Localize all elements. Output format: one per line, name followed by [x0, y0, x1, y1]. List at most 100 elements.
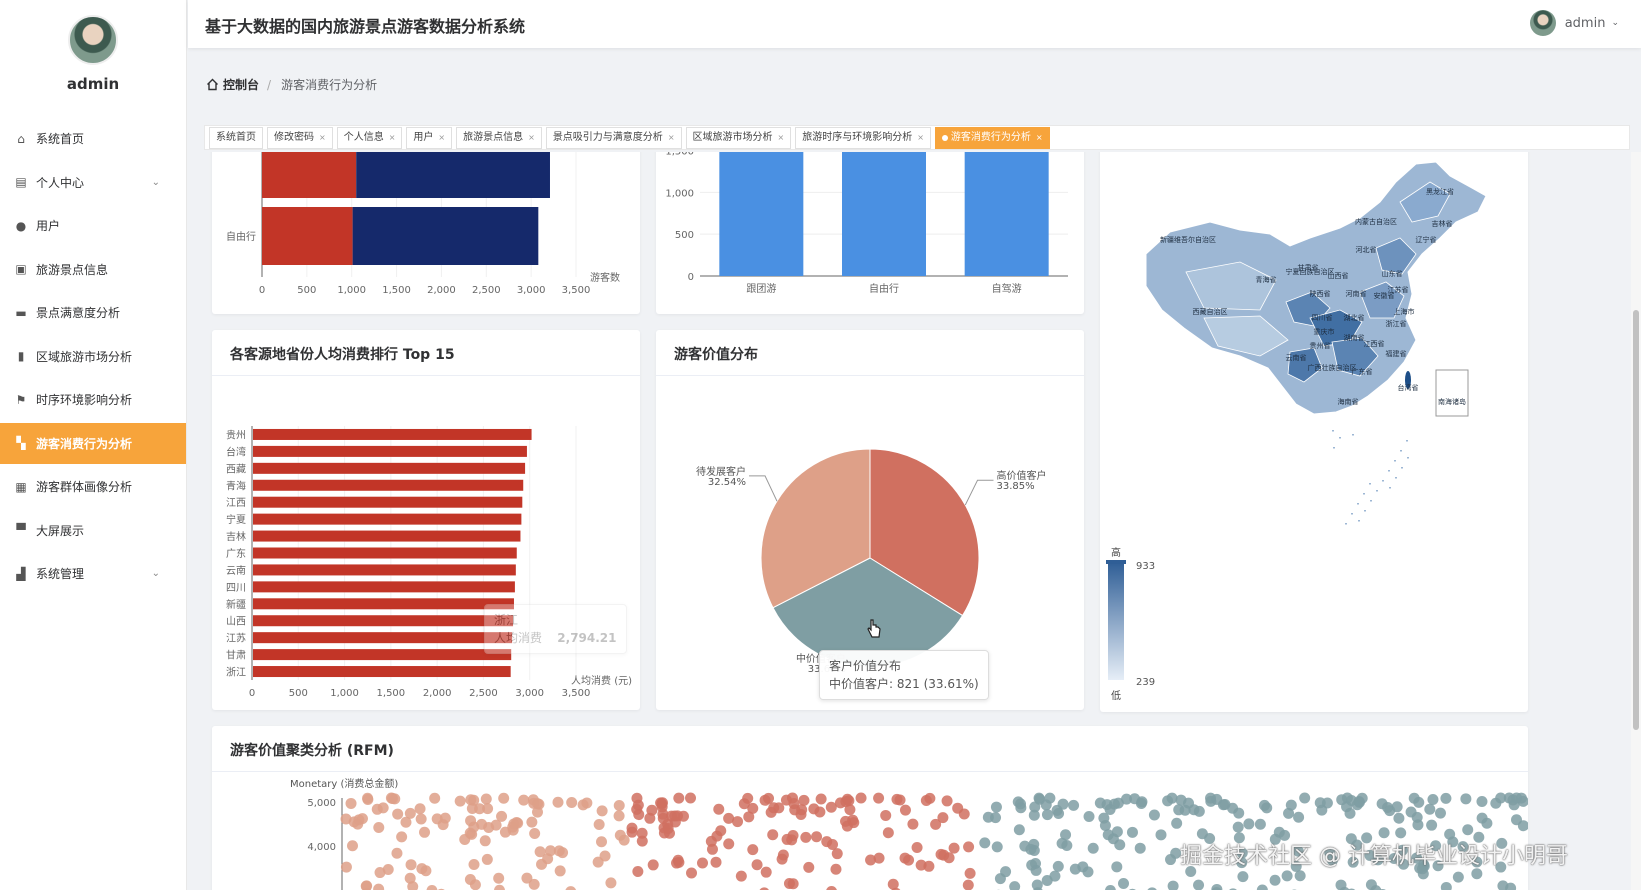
scatter-point[interactable]: [1398, 858, 1410, 870]
scatter-point[interactable]: [636, 827, 648, 839]
bar-segment[interactable]: [262, 152, 357, 198]
scatter-point[interactable]: [1440, 881, 1452, 890]
scatter-point[interactable]: [930, 818, 942, 830]
map-outline[interactable]: [1145, 161, 1487, 415]
scatter-point[interactable]: [605, 877, 617, 889]
scatter-point[interactable]: [958, 808, 970, 820]
scatter-point[interactable]: [1432, 860, 1444, 872]
scatter-point[interactable]: [1361, 832, 1373, 844]
scatter-point[interactable]: [1025, 843, 1037, 855]
close-icon[interactable]: ×: [667, 132, 675, 142]
scatter-point[interactable]: [923, 860, 935, 872]
scatter-point[interactable]: [827, 838, 839, 850]
scatter-point[interactable]: [800, 831, 812, 843]
scatter-point[interactable]: [1258, 799, 1270, 811]
sidebar-item-10[interactable]: ▟ 系统管理 ⌄: [0, 553, 186, 594]
scatter-point[interactable]: [811, 831, 823, 843]
scatter-point[interactable]: [1175, 794, 1187, 806]
scatter-point[interactable]: [1114, 839, 1126, 851]
scatter-point[interactable]: [1233, 832, 1245, 844]
close-icon[interactable]: ×: [777, 132, 785, 142]
map-region[interactable]: [1359, 281, 1405, 319]
scatter-point[interactable]: [1166, 792, 1178, 804]
scatter-point[interactable]: [1193, 805, 1205, 817]
scatter-point[interactable]: [1104, 885, 1116, 890]
scatter-point[interactable]: [994, 873, 1006, 885]
scatter-point[interactable]: [1378, 827, 1390, 839]
sidebar-item-3[interactable]: ▣ 旅游景点信息: [0, 249, 186, 290]
bar[interactable]: [253, 462, 526, 474]
scatter-point[interactable]: [1237, 871, 1249, 883]
scatter-point[interactable]: [1147, 887, 1158, 890]
scatter-point[interactable]: [948, 842, 960, 854]
scatter-point[interactable]: [596, 805, 608, 817]
bar[interactable]: [253, 479, 524, 491]
scatter-point[interactable]: [673, 792, 685, 804]
scatter-point[interactable]: [483, 821, 495, 833]
scatter-point[interactable]: [479, 835, 491, 847]
tab-3[interactable]: 用户 ×: [406, 126, 453, 149]
scatter-point[interactable]: [482, 803, 494, 815]
scatter-point[interactable]: [552, 796, 564, 808]
scatter-point[interactable]: [1068, 799, 1080, 811]
scatter-point[interactable]: [964, 867, 976, 879]
close-icon[interactable]: ×: [528, 132, 535, 142]
bar[interactable]: [964, 152, 1049, 276]
scatter-point[interactable]: [1204, 833, 1216, 845]
scatter-point[interactable]: [554, 865, 566, 877]
scrollbar[interactable]: [1631, 152, 1641, 890]
scatter-point[interactable]: [1236, 847, 1248, 859]
scatter-point[interactable]: [1326, 854, 1338, 866]
scatter-point[interactable]: [613, 810, 625, 822]
scatter-point[interactable]: [1497, 880, 1509, 890]
tab-0[interactable]: 系统首页: [209, 126, 263, 149]
scatter-point[interactable]: [1205, 792, 1217, 804]
scatter-point[interactable]: [374, 867, 386, 879]
scatter-point[interactable]: [1408, 792, 1420, 804]
scatter-point[interactable]: [533, 798, 545, 810]
scatter-point[interactable]: [865, 854, 877, 866]
scatter-point[interactable]: [518, 794, 530, 806]
scatter-point[interactable]: [760, 866, 772, 878]
scatter-point[interactable]: [963, 841, 975, 853]
scatter-point[interactable]: [1028, 809, 1040, 821]
bar[interactable]: [253, 598, 514, 610]
scatter-point[interactable]: [982, 811, 994, 823]
scatter-point[interactable]: [340, 861, 352, 873]
scatter-point[interactable]: [400, 816, 412, 828]
scatter-point[interactable]: [577, 799, 589, 811]
scatter-point[interactable]: [991, 841, 1003, 853]
scatter-point[interactable]: [1134, 842, 1146, 854]
scatter-point[interactable]: [1412, 819, 1424, 831]
scatter-point[interactable]: [1094, 797, 1106, 809]
scatter-point[interactable]: [1430, 840, 1442, 852]
scatter-point[interactable]: [565, 886, 576, 890]
scatter-point[interactable]: [1382, 801, 1394, 813]
scatter-point[interactable]: [1069, 863, 1081, 875]
scatter-point[interactable]: [1424, 803, 1436, 815]
scatter-point[interactable]: [360, 880, 372, 890]
scatter-point[interactable]: [528, 878, 540, 890]
scatter-point[interactable]: [1335, 879, 1347, 890]
sidebar-item-2[interactable]: ● 用户: [0, 205, 186, 246]
scatter-point[interactable]: [1111, 861, 1123, 873]
scatter-point[interactable]: [396, 831, 408, 843]
scatter-point[interactable]: [1121, 793, 1133, 805]
scatter-point[interactable]: [941, 795, 953, 807]
scatter-point[interactable]: [1256, 884, 1268, 890]
scatter-point[interactable]: [705, 835, 717, 847]
scatter-point[interactable]: [786, 792, 798, 804]
scatter-point[interactable]: [1427, 793, 1439, 805]
tab-6[interactable]: 区域旅游市场分析 ×: [685, 126, 792, 149]
scatter-point[interactable]: [831, 848, 843, 860]
scatter-point[interactable]: [655, 797, 667, 809]
scatter-point[interactable]: [521, 872, 533, 884]
scatter-point[interactable]: [686, 867, 698, 879]
scatter-point[interactable]: [534, 846, 546, 858]
scatter-point[interactable]: [1471, 856, 1483, 868]
bar[interactable]: [842, 152, 926, 276]
scatter-point[interactable]: [1155, 829, 1167, 841]
scatter-point[interactable]: [593, 819, 605, 831]
scatter-point[interactable]: [437, 819, 449, 831]
scatter-point[interactable]: [787, 878, 799, 890]
